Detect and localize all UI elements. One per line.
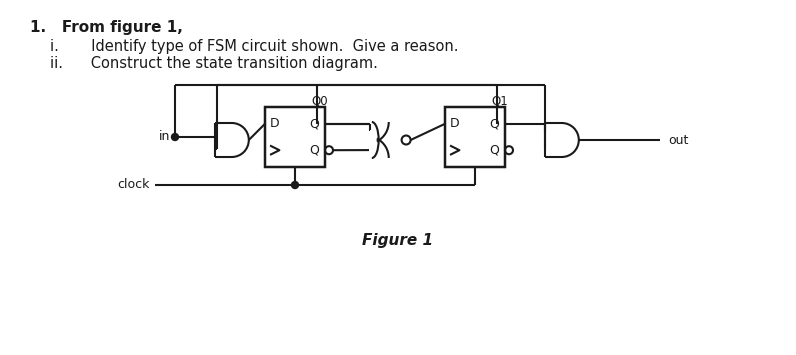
Circle shape bbox=[291, 181, 298, 189]
Text: D: D bbox=[270, 117, 280, 130]
Text: 1.   From figure 1,: 1. From figure 1, bbox=[30, 20, 183, 35]
Text: Q: Q bbox=[309, 117, 319, 130]
Text: ii.      Construct the state transition diagram.: ii. Construct the state transition diagr… bbox=[50, 56, 378, 71]
Text: in: in bbox=[158, 131, 170, 143]
Text: clock: clock bbox=[118, 179, 150, 191]
Text: Figure 1: Figure 1 bbox=[362, 233, 434, 247]
Bar bbox=[445, 107, 505, 167]
Text: Q: Q bbox=[489, 117, 499, 130]
Text: Q1: Q1 bbox=[492, 94, 509, 108]
Text: D: D bbox=[451, 117, 460, 130]
Circle shape bbox=[171, 133, 178, 141]
Bar bbox=[265, 107, 325, 167]
Text: Q: Q bbox=[309, 144, 319, 157]
Text: i.       Identify type of FSM circuit shown.  Give a reason.: i. Identify type of FSM circuit shown. G… bbox=[50, 39, 458, 54]
Text: Q: Q bbox=[489, 144, 499, 157]
Text: Q0: Q0 bbox=[312, 94, 328, 108]
Text: out: out bbox=[668, 133, 689, 147]
